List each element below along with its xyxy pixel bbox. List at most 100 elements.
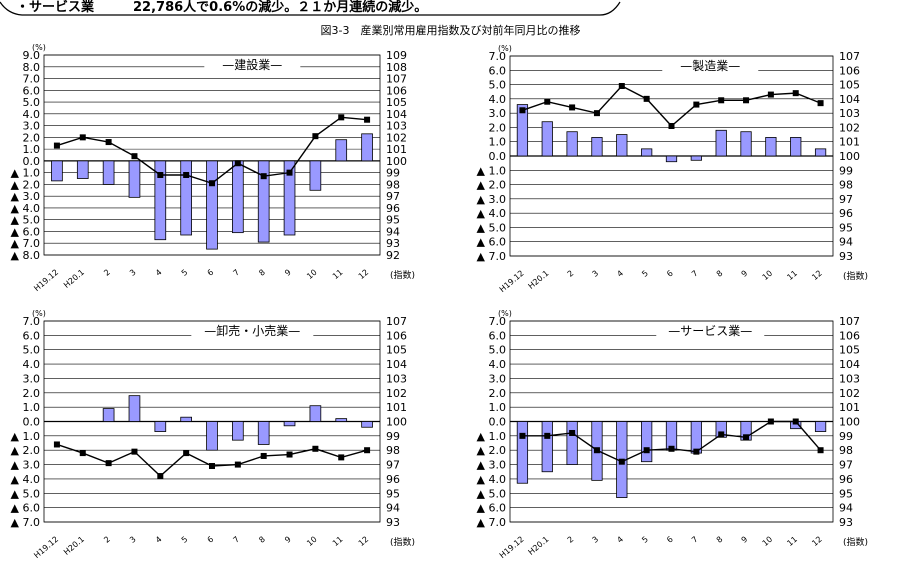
right-tick-label: 106 — [386, 84, 407, 97]
line-marker — [693, 448, 700, 455]
category-label: 9 — [283, 268, 293, 278]
right-tick-label: 97 — [386, 459, 400, 472]
line-marker — [209, 180, 215, 187]
bar — [814, 421, 827, 432]
right-tick-label: 96 — [386, 202, 400, 215]
right-tick-label: 95 — [386, 487, 400, 500]
figure-title: 図3-3 産業別常用雇用指数及び対前年同月比の推移 — [320, 24, 581, 37]
left-tick-label: 2.0 — [23, 387, 41, 400]
line-marker — [817, 447, 824, 454]
right-tick-label: 95 — [839, 221, 853, 234]
bar — [641, 421, 653, 463]
right-tick-label: 100 — [386, 155, 407, 168]
bar — [361, 133, 373, 162]
line-marker — [286, 451, 293, 458]
bar — [516, 104, 529, 157]
line-marker — [312, 133, 319, 140]
bar — [790, 137, 802, 157]
chart-title: —建設業— — [222, 57, 282, 72]
category-label: H19.12 — [498, 269, 526, 294]
category-label: 8 — [715, 269, 725, 279]
right-tick-label: 99 — [386, 430, 400, 443]
left-tick-label: 5.0 — [23, 96, 41, 109]
category-label: 3 — [591, 535, 601, 545]
category-label: 2 — [566, 535, 576, 545]
right-tick-label: 101 — [386, 401, 407, 414]
chart-title-backdrop — [204, 58, 301, 73]
right-tick-label: 102 — [839, 387, 860, 400]
left-tick-label: 7.0 — [489, 315, 507, 328]
plot-frame — [509, 320, 834, 523]
line-marker — [767, 418, 774, 425]
bar — [102, 408, 115, 422]
line-marker — [593, 110, 600, 117]
banner: ・サービス業 22,786人で0.6%の減少。２１か月連続の減少。 — [0, 0, 621, 16]
left-tick-label: ▲ 2.0 — [11, 178, 40, 191]
bar — [206, 160, 218, 250]
right-tick-label: 100 — [839, 416, 860, 429]
line-marker — [234, 160, 241, 167]
plot-frame — [43, 320, 381, 523]
right-tick-label: 101 — [839, 136, 860, 149]
line-marker — [338, 114, 345, 121]
bar — [566, 131, 578, 157]
right-tick-label: 107 — [386, 315, 407, 328]
right-tick-label: 106 — [839, 329, 860, 342]
right-tick-label: 98 — [839, 444, 853, 457]
left-tick-label: ▲ 4.0 — [11, 473, 40, 486]
right-tick-label: 104 — [386, 108, 407, 121]
chart-title-backdrop — [662, 59, 759, 74]
chart-title-backdrop — [191, 324, 314, 339]
left-tick-label: 4.0 — [489, 358, 507, 371]
category-label: 12 — [357, 268, 371, 281]
category-label: 7 — [231, 268, 241, 278]
line-marker — [53, 441, 60, 448]
right-tick-label: 101 — [839, 401, 860, 414]
line-marker — [157, 172, 164, 178]
category-label: 10 — [761, 269, 775, 282]
left-unit-label: (%) — [498, 309, 512, 318]
left-tick-label: ▲ 6.0 — [11, 225, 40, 238]
left-tick-label: 4.0 — [23, 108, 41, 121]
category-label: 6 — [206, 268, 216, 278]
left-tick-label: 0.0 — [489, 150, 507, 163]
bar — [814, 148, 827, 157]
line-marker — [668, 123, 675, 129]
category-label: 2 — [102, 535, 112, 545]
chart-title-backdrop — [656, 324, 765, 339]
category-label: 6 — [206, 535, 216, 545]
right-tick-label: 107 — [839, 315, 860, 328]
line-marker — [105, 460, 112, 467]
line-marker — [157, 473, 164, 480]
line-marker — [183, 450, 190, 457]
right-tick-label: 108 — [386, 61, 407, 74]
line-marker — [519, 432, 526, 439]
category-label: 7 — [690, 269, 700, 279]
right-tick-label: 93 — [386, 237, 400, 250]
left-tick-label: ▲ 5.0 — [11, 214, 40, 227]
left-tick-label: 7.0 — [489, 50, 507, 63]
right-tick-label: 94 — [386, 225, 400, 238]
line-marker — [569, 429, 576, 436]
left-tick-label: ▲ 4.0 — [477, 207, 506, 220]
line-marker — [792, 418, 799, 425]
right-tick-label: 105 — [386, 344, 407, 357]
line-marker — [718, 97, 725, 104]
category-label: H20.1 — [527, 269, 551, 291]
right-unit-label: (指数) — [843, 270, 868, 282]
right-tick-label: 104 — [386, 358, 407, 371]
left-tick-label: 1.0 — [489, 401, 507, 414]
line-marker — [519, 107, 526, 114]
banner-frame — [0, 1, 621, 16]
right-tick-label: 103 — [386, 120, 407, 133]
bar — [180, 160, 192, 236]
bar — [232, 160, 244, 234]
line-marker — [618, 83, 625, 89]
left-tick-label: 6.0 — [489, 64, 507, 77]
left-tick-label: 5.0 — [489, 344, 507, 357]
right-tick-label: 99 — [839, 164, 853, 177]
bar — [128, 395, 141, 422]
left-tick-label: ▲ 6.0 — [11, 502, 40, 515]
right-tick-label: 105 — [839, 344, 860, 357]
line-marker — [234, 461, 241, 468]
